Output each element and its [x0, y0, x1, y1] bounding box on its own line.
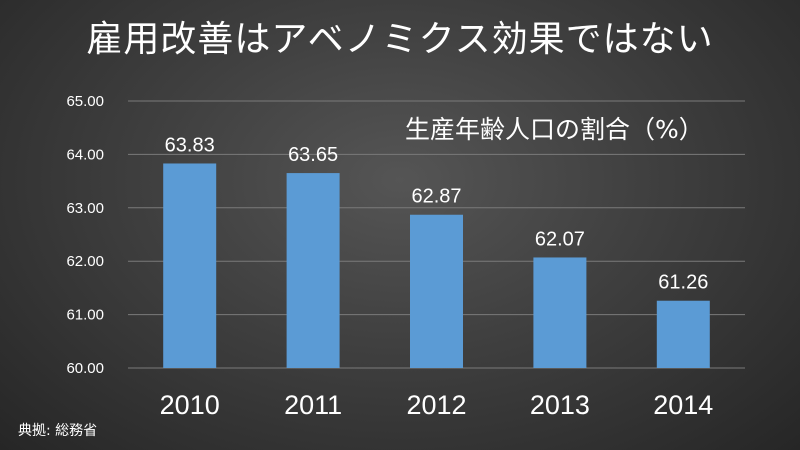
source-note: 典拠: 総務省 [18, 423, 98, 439]
x-category-label: 2011 [284, 390, 342, 420]
y-tick-label: 61.00 [66, 307, 104, 324]
chart-title: 雇用改善はアベノミクス効果ではない [86, 19, 714, 60]
y-tick-label: 65.00 [66, 93, 104, 110]
y-axis-tick-labels: 60.00 61.00 62.00 63.00 64.00 65.00 [66, 93, 104, 377]
bar-2012 [410, 214, 463, 368]
data-label: 62.87 [411, 186, 461, 208]
y-tick-label: 60.00 [66, 360, 104, 377]
series-label: 生産年齢人口の割合（%） [405, 115, 704, 144]
data-labels: 63.83 63.65 62.87 62.07 61.26 [165, 134, 709, 293]
data-label: 63.65 [288, 144, 338, 166]
data-label: 63.83 [165, 134, 215, 156]
x-category-label: 2012 [406, 390, 466, 420]
bars [163, 163, 710, 368]
y-tick-label: 64.00 [66, 146, 104, 163]
y-tick-label: 63.00 [66, 200, 104, 217]
x-category-label: 2014 [653, 390, 713, 420]
data-label: 61.26 [658, 272, 708, 294]
bar-2011 [286, 173, 340, 368]
data-label: 62.07 [535, 228, 585, 250]
bar-2013 [533, 257, 587, 368]
y-tick-label: 62.00 [66, 253, 104, 270]
x-axis-category-labels: 2010 2011 2012 2013 2014 [160, 390, 714, 420]
x-category-label: 2013 [530, 390, 590, 420]
x-category-label: 2010 [160, 390, 220, 420]
bar-2014 [656, 300, 710, 368]
bar-2010 [163, 163, 217, 368]
